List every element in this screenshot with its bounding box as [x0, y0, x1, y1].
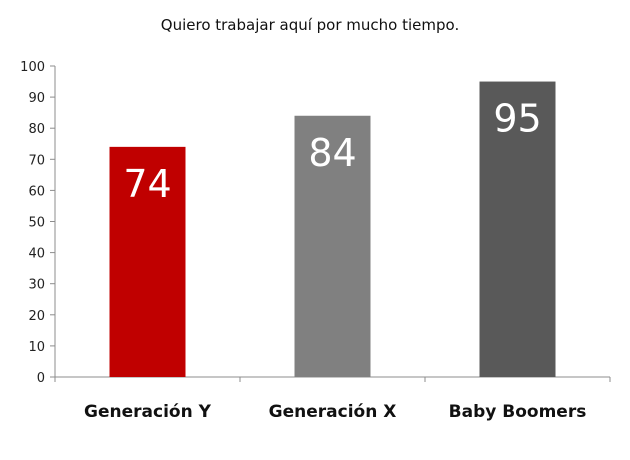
data-label: 95	[493, 97, 541, 141]
y-tick-label: 60	[28, 184, 45, 199]
y-tick-label: 50	[28, 216, 45, 231]
y-tick-label: 40	[28, 247, 45, 262]
bar	[109, 146, 186, 377]
y-tick-label: 100	[20, 60, 45, 75]
category-labels: Generación Y Generación X Baby Boomers	[84, 402, 586, 422]
bars	[109, 81, 556, 378]
data-labels: 74 84 95	[123, 97, 541, 206]
y-tick-label: 80	[28, 122, 45, 137]
x-axis	[54, 376, 611, 382]
bar	[479, 81, 556, 378]
y-tick-label: 70	[28, 153, 45, 168]
y-tick-label: 90	[28, 91, 45, 106]
data-label: 74	[123, 162, 171, 206]
y-tick-label: 10	[28, 340, 45, 355]
bar	[294, 115, 371, 377]
x-tick-label: Generación Y	[84, 402, 212, 422]
x-tick-label: Baby Boomers	[449, 402, 587, 422]
y-tick-label: 0	[37, 371, 45, 386]
chart-title: Quiero trabajar aquí por mucho tiempo.	[161, 16, 459, 34]
y-tick-label: 30	[28, 278, 45, 293]
y-tick-label: 20	[28, 309, 45, 324]
x-tick-label: Generación X	[269, 402, 397, 422]
data-label: 84	[308, 131, 356, 175]
y-axis: 0 10 20 30 40 50 60 70 80 90 100	[20, 60, 56, 386]
